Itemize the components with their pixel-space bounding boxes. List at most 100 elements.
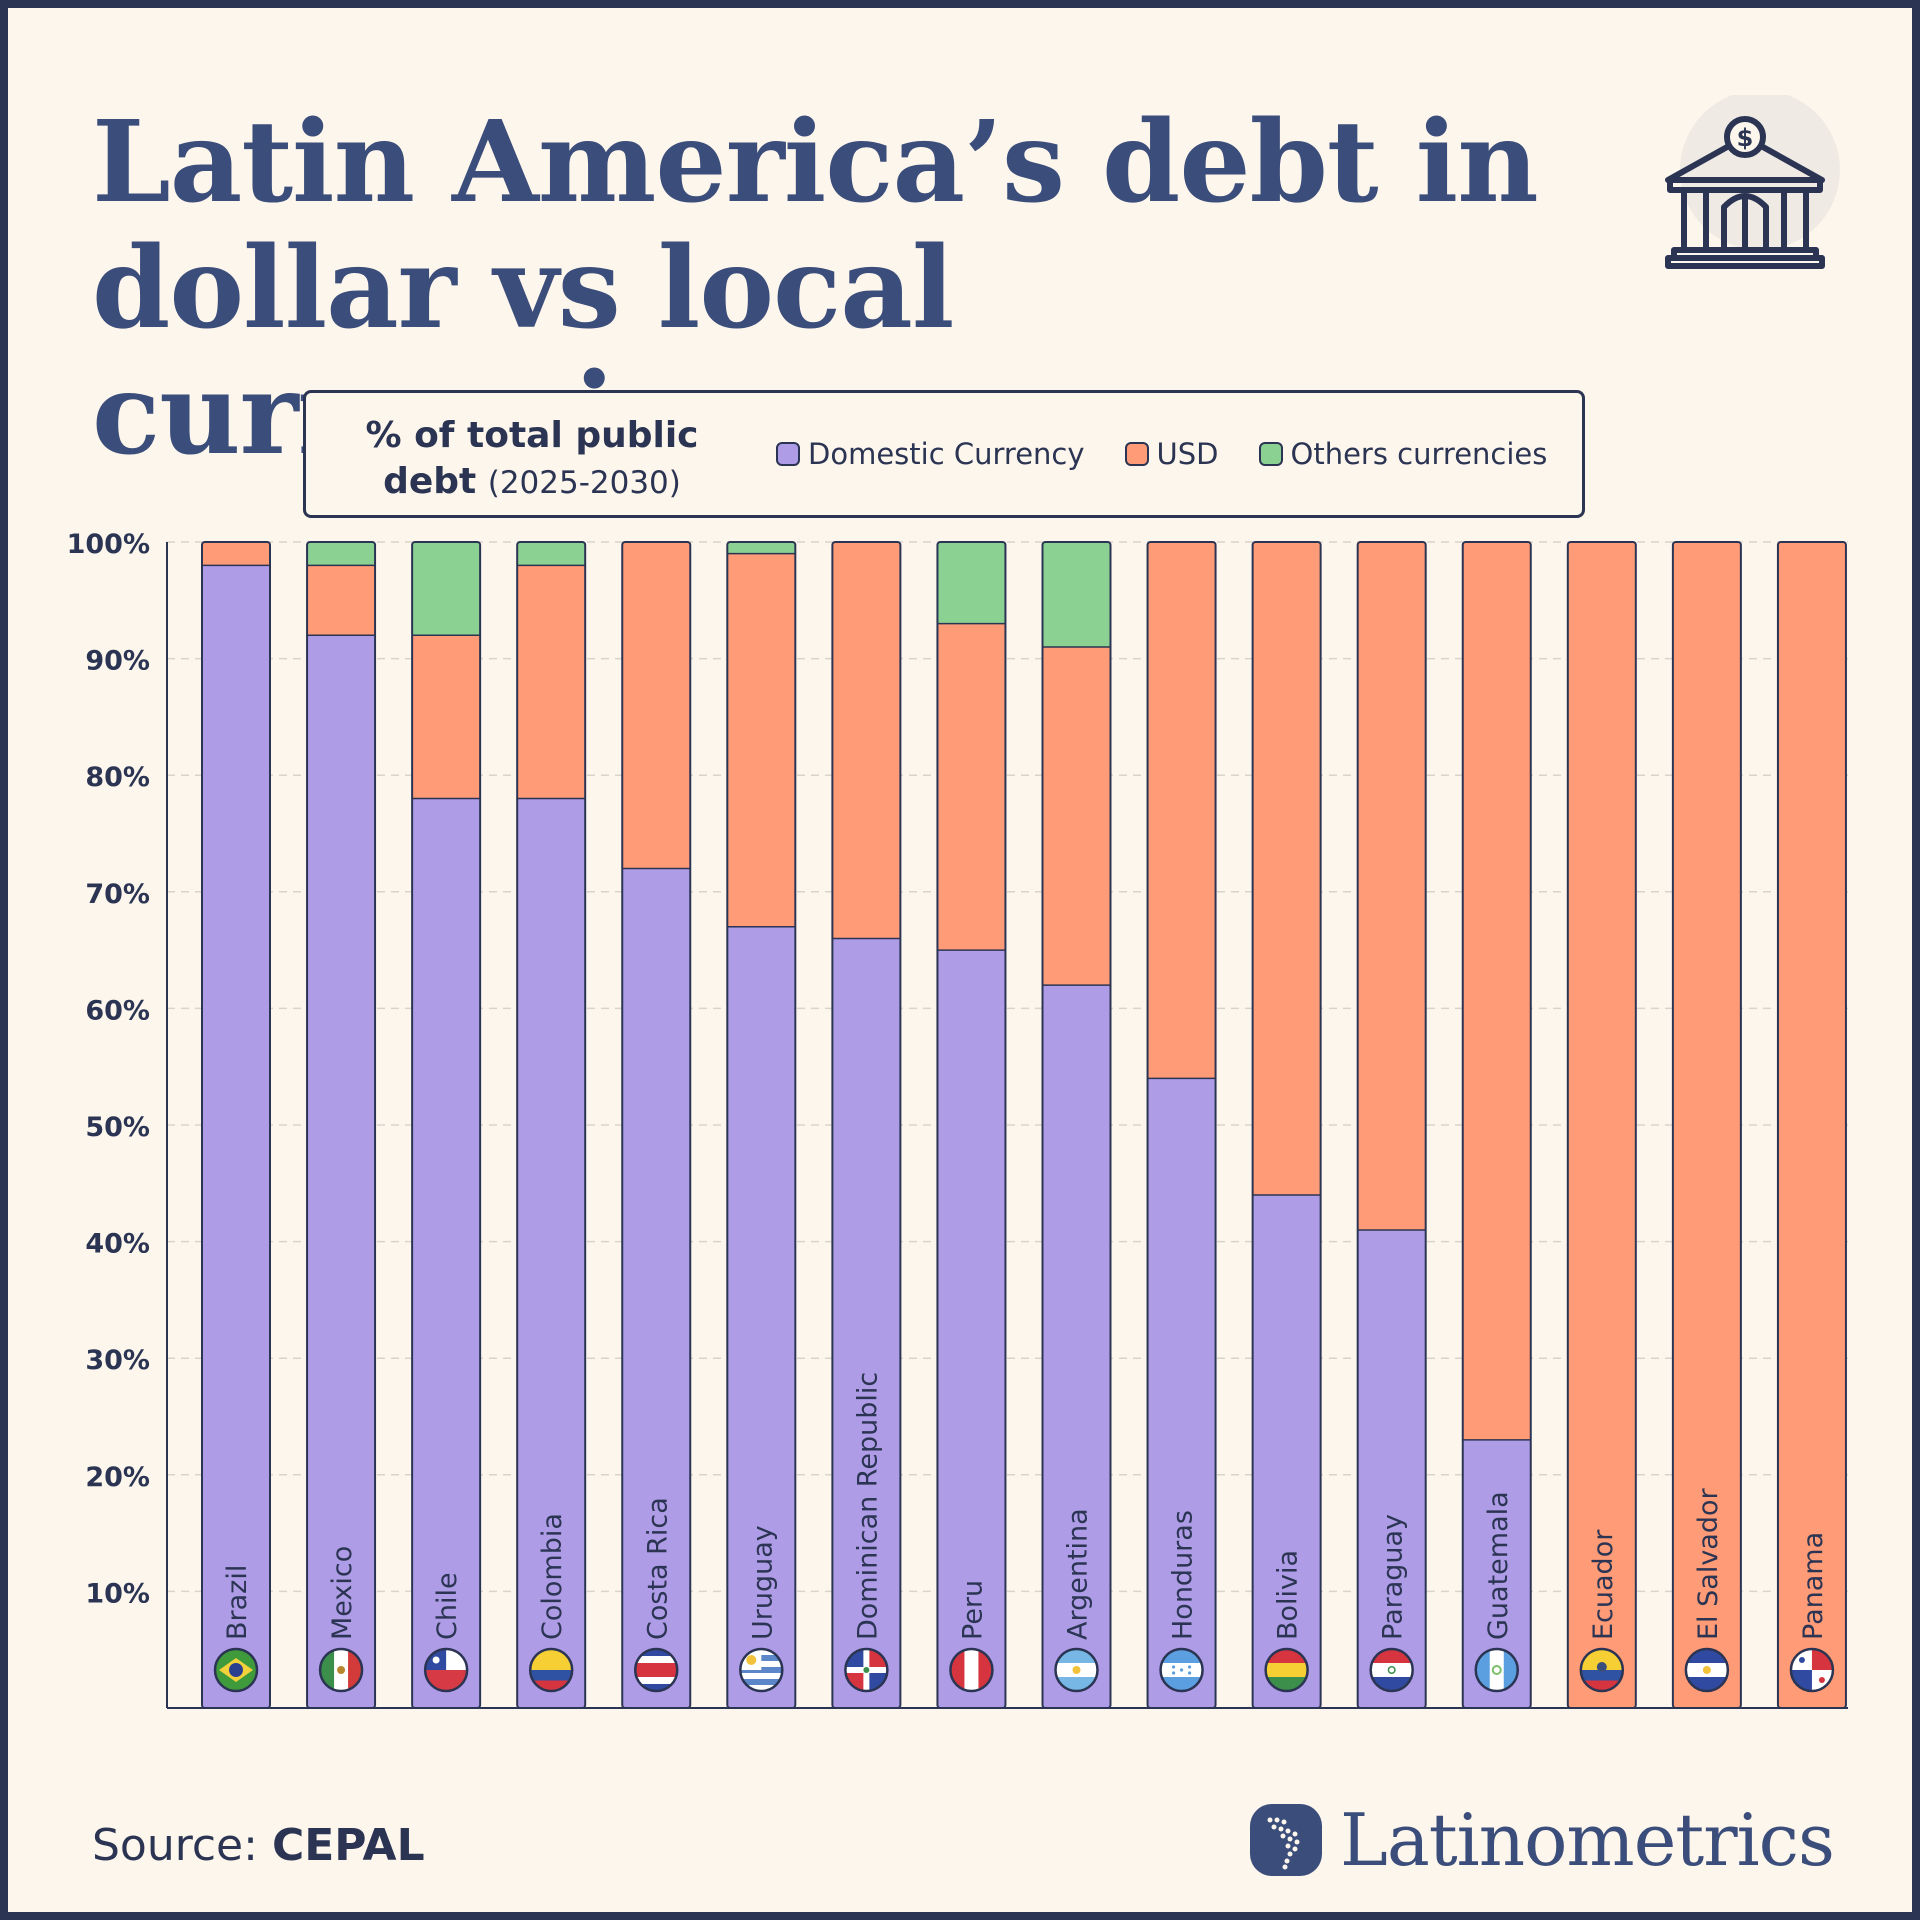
legend-label-others: Others currencies [1290, 437, 1548, 471]
category-label: Costa Rica [642, 1497, 673, 1640]
bar-segment [937, 950, 1006, 1708]
el-salvador-flag-icon [1684, 1647, 1730, 1693]
legend-item-others: Others currencies [1258, 437, 1548, 471]
bar-outline [1671, 541, 1742, 1709]
bar-outline [726, 541, 797, 1709]
panama-flag-icon [1789, 1647, 1835, 1693]
bar-segment [832, 938, 901, 1708]
category-label: Dominican Republic [852, 1372, 883, 1640]
y-tick-label: 50% [85, 1112, 150, 1143]
legend-swatch-others [1258, 442, 1283, 466]
bar-outline [1356, 541, 1427, 1709]
paraguay-flag-icon [1369, 1647, 1414, 1693]
ecuador-flag-icon [1579, 1647, 1625, 1693]
bar-outline [831, 541, 902, 1709]
legend-heading-debt: debt [383, 461, 477, 502]
category-label: Guatemala [1483, 1491, 1514, 1640]
bar-segment [1252, 542, 1321, 1195]
y-tick-label: 20% [85, 1462, 150, 1493]
bar-outline [1461, 541, 1532, 1709]
argentina-flag-icon [1054, 1647, 1099, 1693]
bar-segment [622, 542, 691, 869]
bar-outline [1146, 541, 1217, 1709]
mexico-flag-icon [318, 1647, 364, 1693]
y-tick-label: 100% [67, 529, 150, 560]
bar-segment [832, 542, 901, 939]
bolivia-flag-icon [1264, 1647, 1309, 1693]
chile-flag-icon [423, 1647, 469, 1693]
bar-segment [202, 565, 270, 1708]
bar-outline [306, 541, 377, 1709]
bar-outline [1566, 541, 1637, 1709]
bar-segment [517, 798, 586, 1708]
bar-outline [516, 541, 587, 1709]
bar-segment [1252, 1194, 1321, 1708]
bar-segment [937, 542, 1006, 624]
bar-segment [307, 635, 376, 1708]
bar-outline [201, 541, 271, 1709]
bar-segment [412, 635, 481, 799]
legend: % of total public debt (2025-2030) Domes… [303, 390, 1585, 518]
legend-item-domestic: Domestic Currency [776, 437, 1085, 471]
bar-segment [937, 623, 1006, 951]
y-tick-label: 80% [85, 762, 150, 793]
latinometrics-logo-icon [1250, 1804, 1322, 1876]
source-note: Source: CEPAL [92, 1820, 425, 1871]
bar-segment [307, 565, 376, 636]
bar-segment [1042, 985, 1111, 1708]
category-label: Panama [1798, 1532, 1829, 1640]
category-label: Chile [432, 1572, 463, 1640]
uruguay-flag-icon [739, 1647, 784, 1693]
category-label: Uruguay [747, 1525, 778, 1640]
bar-segment [1147, 1078, 1216, 1708]
bar-segment [307, 542, 376, 566]
bar-segment [727, 542, 796, 554]
bar-outline [411, 541, 482, 1709]
legend-label-domestic: Domestic Currency [808, 437, 1085, 471]
y-tick-label: 60% [85, 995, 150, 1026]
bar-outline [621, 541, 692, 1709]
bar-outline [1251, 541, 1322, 1709]
brazil-flag-icon [213, 1647, 259, 1693]
y-tick-label: 30% [85, 1345, 150, 1376]
bar-segment [1147, 542, 1216, 1079]
legend-item-usd: USD [1124, 437, 1219, 471]
bar-segment [727, 553, 796, 927]
bar-segment [1357, 542, 1426, 1230]
legend-label-usd: USD [1156, 437, 1219, 471]
category-label: Paraguay [1378, 1514, 1409, 1640]
costa-rica-flag-icon [634, 1647, 679, 1693]
svg-text:$: $ [1737, 124, 1754, 152]
category-label: Argentina [1063, 1508, 1094, 1640]
category-label: Bolivia [1273, 1550, 1304, 1640]
category-label: Mexico [327, 1546, 358, 1640]
bar-segment [1042, 542, 1111, 647]
bar-segment [202, 542, 270, 566]
legend-swatch-domestic [776, 442, 800, 466]
bar-segment [727, 926, 796, 1708]
brand: Latinometrics [1250, 1798, 1835, 1882]
bar-segment [1567, 542, 1636, 1708]
bar-segment [1042, 646, 1111, 986]
bar-segment [412, 542, 481, 636]
category-label: Ecuador [1588, 1529, 1619, 1640]
brand-name: Latinometrics [1340, 1798, 1835, 1882]
legend-swatch-usd [1124, 442, 1149, 466]
colombia-flag-icon [528, 1647, 574, 1693]
source-label: Source: [92, 1820, 258, 1871]
bar-segment [1357, 1229, 1426, 1708]
y-tick-label: 40% [85, 1229, 150, 1260]
category-label: Brazil [222, 1565, 253, 1640]
y-tick-label: 70% [85, 879, 150, 910]
bank-icon: $ [1665, 95, 1840, 269]
bar-segment [517, 565, 586, 799]
bar-outline [1041, 541, 1112, 1709]
guatemala-flag-icon [1474, 1647, 1519, 1693]
legend-items: Domestic Currency USD Others currencies [776, 393, 1547, 515]
honduras-flag-icon [1159, 1647, 1204, 1693]
legend-heading-line-1: % of total public [365, 415, 699, 456]
peru-flag-icon [949, 1647, 994, 1693]
bar-segment [412, 798, 481, 1708]
bar-outline [936, 541, 1007, 1709]
